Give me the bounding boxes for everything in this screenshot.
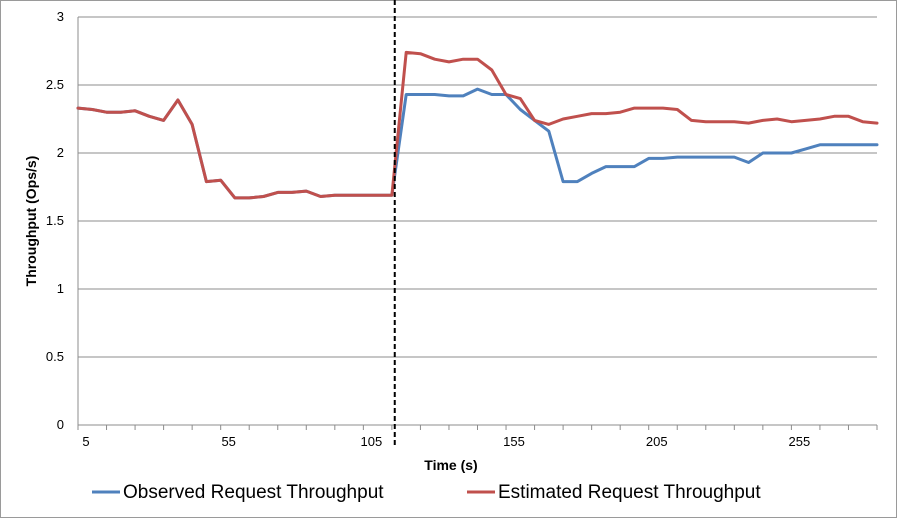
y-tick-label: 1.5 xyxy=(46,213,64,228)
y-tick-label: 1 xyxy=(57,281,64,296)
y-tick-label: 0 xyxy=(57,417,64,432)
axes xyxy=(77,17,878,430)
x-axis-title: Time (s) xyxy=(424,457,477,473)
legend: Observed Request Throughput Estimated Re… xyxy=(92,482,761,503)
y-tick-labels: 0 0.5 1 1.5 2 2.5 3 xyxy=(46,9,64,432)
x-tick-label: 5 xyxy=(82,434,89,449)
x-tick-label: 255 xyxy=(789,434,811,449)
legend-label-estimated: Estimated Request Throughput xyxy=(498,482,761,503)
y-tick-label: 2.5 xyxy=(46,77,64,92)
y-tick-label: 3 xyxy=(57,9,64,24)
x-tick-labels: 5 55 105 155 205 255 xyxy=(82,434,810,449)
y-axis-title: Throughput (Ops/s) xyxy=(23,156,39,287)
x-tick-label: 55 xyxy=(221,434,235,449)
y-tick-label: 0.5 xyxy=(46,349,64,364)
series-lines xyxy=(76,50,879,200)
x-tick-label: 155 xyxy=(503,434,525,449)
legend-label-observed: Observed Request Throughput xyxy=(123,482,384,503)
gridlines xyxy=(78,16,877,426)
x-tick-label: 205 xyxy=(646,434,668,449)
series-line-estimated xyxy=(76,50,879,200)
x-tick-label: 105 xyxy=(361,434,383,449)
y-tick-label: 2 xyxy=(57,145,64,160)
